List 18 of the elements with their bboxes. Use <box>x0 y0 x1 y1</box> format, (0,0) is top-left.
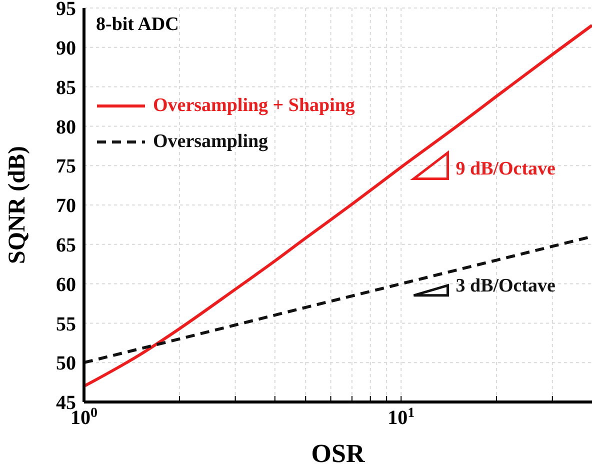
x-axis-title: OSR <box>311 439 365 468</box>
annotation: 8-bit ADC <box>96 14 179 36</box>
y-tick-label: 75 <box>56 156 76 178</box>
y-tick-label: 50 <box>56 352 76 375</box>
y-tick-label: 95 <box>56 0 76 20</box>
legend-label: Oversampling + Shaping <box>153 95 355 117</box>
y-tick-label: 80 <box>56 116 76 138</box>
y-tick-label: 60 <box>56 274 76 296</box>
y-tick-label: 55 <box>56 313 76 336</box>
annotation: 9 dB/Octave <box>456 158 556 180</box>
y-tick-label: 90 <box>56 38 76 60</box>
annotation: 3 dB/Octave <box>456 275 556 296</box>
x-tick-label: 10$^{1}$ <box>388 406 415 429</box>
y-tick-label: 85 <box>56 76 76 99</box>
legend-label: Oversampling <box>153 131 268 153</box>
y-tick-label: 70 <box>56 195 76 218</box>
y-axis-title: SQNR (dB) <box>4 146 31 264</box>
y-tick-label: 65 <box>56 234 76 256</box>
